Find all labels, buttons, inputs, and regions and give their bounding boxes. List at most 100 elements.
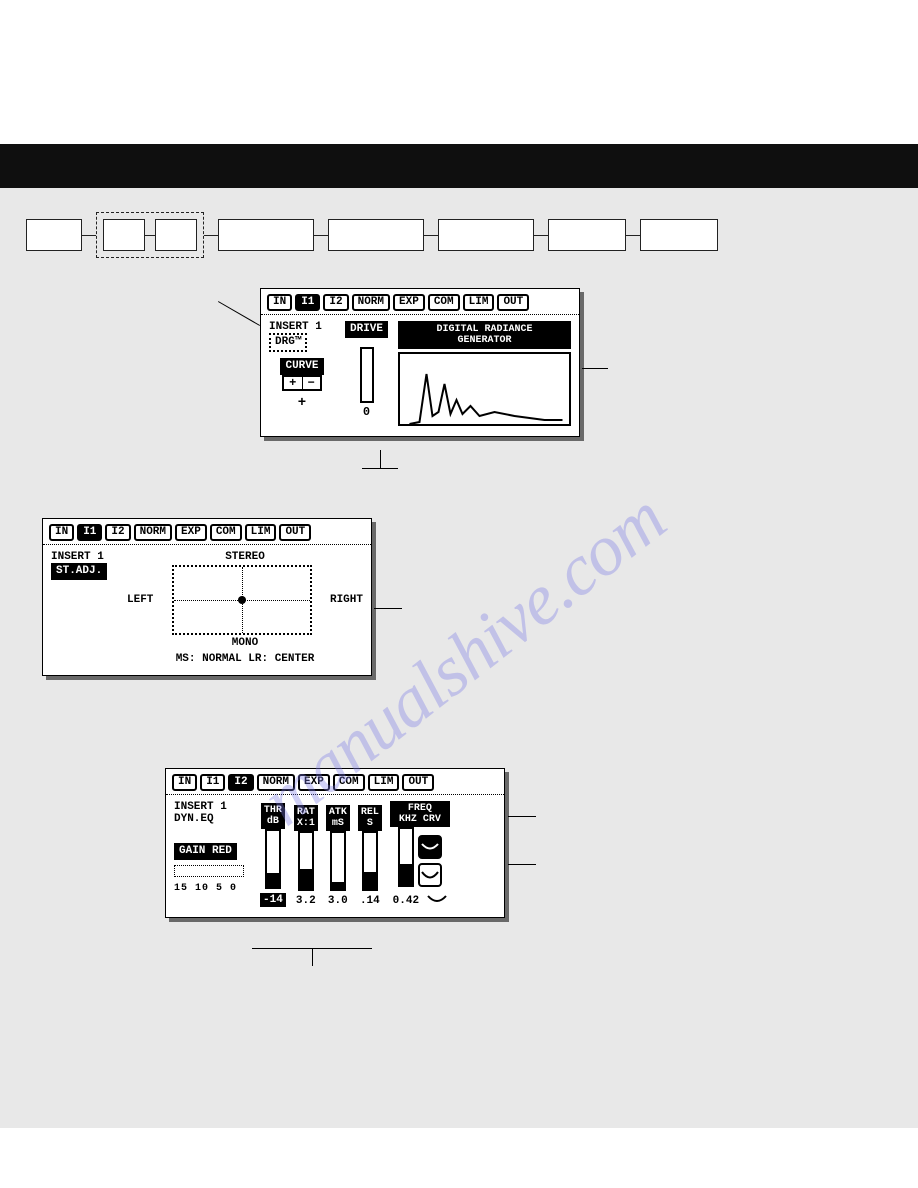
meter-bar[interactable] (362, 831, 378, 891)
insert-label: INSERT 1 (174, 801, 252, 813)
header-bar (0, 144, 918, 188)
plus-icon[interactable]: + (284, 377, 303, 389)
tab-com[interactable]: COM (428, 294, 460, 311)
chain-connector (534, 235, 548, 236)
stereo-field[interactable] (172, 565, 312, 635)
drive-value: 0 (345, 405, 388, 419)
drg-left-col: INSERT 1 DRG™ CURVE + − + (269, 321, 335, 411)
stereo-left-label: LEFT (127, 594, 153, 606)
meter-head: ATKmS (326, 805, 350, 831)
gain-red-ticks: 15 10 5 0 (174, 883, 252, 894)
drg-graph-col: DIGITAL RADIANCE GENERATOR (398, 321, 571, 426)
main-section: IN I1 I2 NORM EXP COM LIM OUT INSERT 1 D… (0, 188, 918, 1128)
curve-option-a[interactable] (418, 835, 442, 859)
leader-line (374, 608, 402, 609)
chain-box-norm (218, 219, 314, 251)
leader-line (508, 816, 536, 817)
meter-atk: ATKmS 3.0 (326, 805, 350, 907)
curve-plus-minus[interactable]: + − (282, 375, 322, 391)
module-label[interactable]: DRG™ (269, 333, 307, 352)
tab-i1[interactable]: I1 (77, 524, 102, 541)
stereo-bottom-label: MONO (127, 637, 363, 649)
curve-control: CURVE + − + (269, 358, 335, 411)
meter-value: 0.42 (393, 895, 419, 907)
stereo-top-label: STEREO (127, 551, 363, 563)
curve-label: CURVE (280, 358, 324, 375)
tab-norm[interactable]: NORM (134, 524, 172, 541)
drive-col: DRIVE 0 (345, 321, 388, 419)
tab-norm[interactable]: NORM (352, 294, 390, 311)
meter-head: RATX:1 (294, 805, 318, 831)
gain-red-label: GAIN RED (174, 843, 237, 860)
stereo-position-dot[interactable] (238, 596, 246, 604)
tab-com[interactable]: COM (210, 524, 242, 541)
curve-preview-icon (427, 894, 447, 904)
chain-connector (204, 235, 218, 236)
tab-row: IN I1 I2 NORM EXP COM LIM OUT (43, 519, 371, 545)
tab-in[interactable]: IN (172, 774, 197, 791)
panel-stereo: IN I1 I2 NORM EXP COM LIM OUT INSERT 1 S… (42, 518, 372, 676)
tab-lim[interactable]: LIM (463, 294, 495, 311)
meter-bar[interactable] (265, 829, 281, 889)
meter-bar[interactable] (330, 831, 346, 891)
meter-rat: RATX:1 3.2 (294, 805, 318, 907)
meter-value: .14 (360, 895, 380, 907)
leader-line (218, 301, 260, 326)
meter-head: RELS (358, 805, 382, 831)
meter-head: FREQKHZ CRV (390, 801, 450, 827)
curve-down-icon (421, 841, 439, 853)
tab-com[interactable]: COM (333, 774, 365, 791)
chain-connector (424, 235, 438, 236)
module-label: DYN.EQ (174, 813, 252, 825)
tab-in[interactable]: IN (267, 294, 292, 311)
tab-out[interactable]: OUT (402, 774, 434, 791)
chain-connector (145, 235, 155, 236)
meter-bar[interactable] (298, 831, 314, 891)
drive-slider[interactable] (360, 347, 374, 403)
gain-red-meter (174, 865, 244, 877)
curve-smile-icon (421, 869, 439, 881)
tab-row: IN I1 I2 NORM EXP COM LIM OUT (166, 769, 504, 795)
leader-line (582, 368, 608, 369)
tab-i1[interactable]: I1 (200, 774, 225, 791)
stereo-footer: MS: NORMAL LR: CENTER (127, 653, 363, 665)
insert-label: INSERT 1 (51, 551, 117, 563)
tab-out[interactable]: OUT (497, 294, 529, 311)
chain-box-out (640, 219, 718, 251)
meter-head: THRdB (261, 803, 285, 829)
meter-thr: THRdB -14 (260, 803, 286, 907)
chain-box-lim (548, 219, 626, 251)
meter-bar[interactable] (398, 827, 414, 887)
chain-insert-group (96, 212, 204, 258)
drive-label: DRIVE (345, 321, 388, 338)
tab-i1[interactable]: I1 (295, 294, 320, 311)
tab-lim[interactable]: LIM (245, 524, 277, 541)
tab-i2[interactable]: I2 (105, 524, 130, 541)
leader-line (508, 864, 536, 865)
tab-exp[interactable]: EXP (298, 774, 330, 791)
chain-box-exp (328, 219, 424, 251)
stereo-body: INSERT 1 ST.ADJ. STEREO LEFT RIGHT MONO (43, 545, 371, 675)
stereo-right-label: RIGHT (330, 594, 363, 606)
leader-line (362, 468, 398, 469)
tab-exp[interactable]: EXP (175, 524, 207, 541)
leader-line (312, 948, 313, 966)
meter-rel: RELS .14 (358, 805, 382, 907)
meter-freq: FREQKHZ CRV (390, 801, 450, 907)
tab-in[interactable]: IN (49, 524, 74, 541)
spectrum-graph (398, 352, 571, 426)
tab-i2[interactable]: I2 (323, 294, 348, 311)
tab-out[interactable]: OUT (279, 524, 311, 541)
tab-exp[interactable]: EXP (393, 294, 425, 311)
module-label: ST.ADJ. (51, 563, 107, 580)
panel-drg: IN I1 I2 NORM EXP COM LIM OUT INSERT 1 D… (260, 288, 580, 437)
curve-value: + (269, 395, 335, 411)
curve-option-b[interactable] (418, 863, 442, 887)
minus-icon[interactable]: − (303, 377, 321, 389)
tab-i2[interactable]: I2 (228, 774, 253, 791)
tab-norm[interactable]: NORM (257, 774, 295, 791)
meter-value: 3.0 (328, 895, 348, 907)
dyneq-body: INSERT 1 DYN.EQ GAIN RED 15 10 5 0 THRdB… (166, 795, 504, 917)
panel-dyneq: IN I1 I2 NORM EXP COM LIM OUT INSERT 1 D… (165, 768, 505, 918)
tab-lim[interactable]: LIM (368, 774, 400, 791)
